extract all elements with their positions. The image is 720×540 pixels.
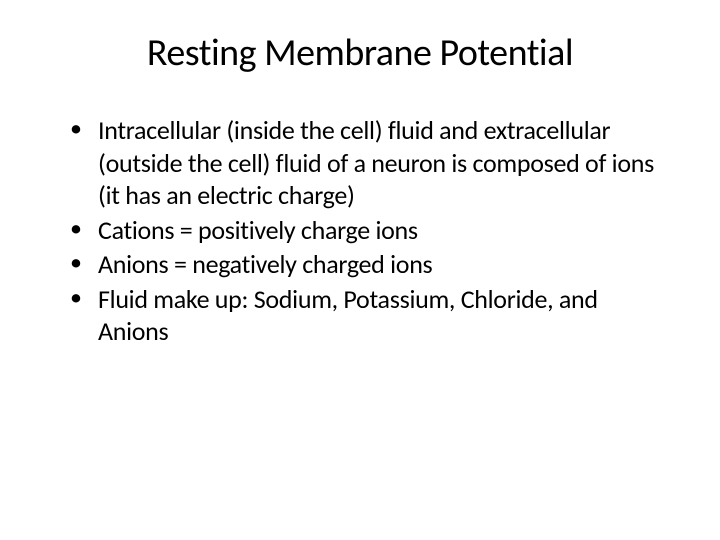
bullet-item: Anions = negatively charged ions	[70, 248, 670, 281]
bullet-list: Intracellular (inside the cell) fluid an…	[50, 114, 670, 348]
bullet-item: Intracellular (inside the cell) fluid an…	[70, 114, 670, 212]
bullet-item: Cations = positively charge ions	[70, 214, 670, 247]
bullet-item: Fluid make up: Sodium, Potassium, Chlori…	[70, 283, 670, 348]
slide-title: Resting Membrane Potential	[50, 30, 670, 76]
